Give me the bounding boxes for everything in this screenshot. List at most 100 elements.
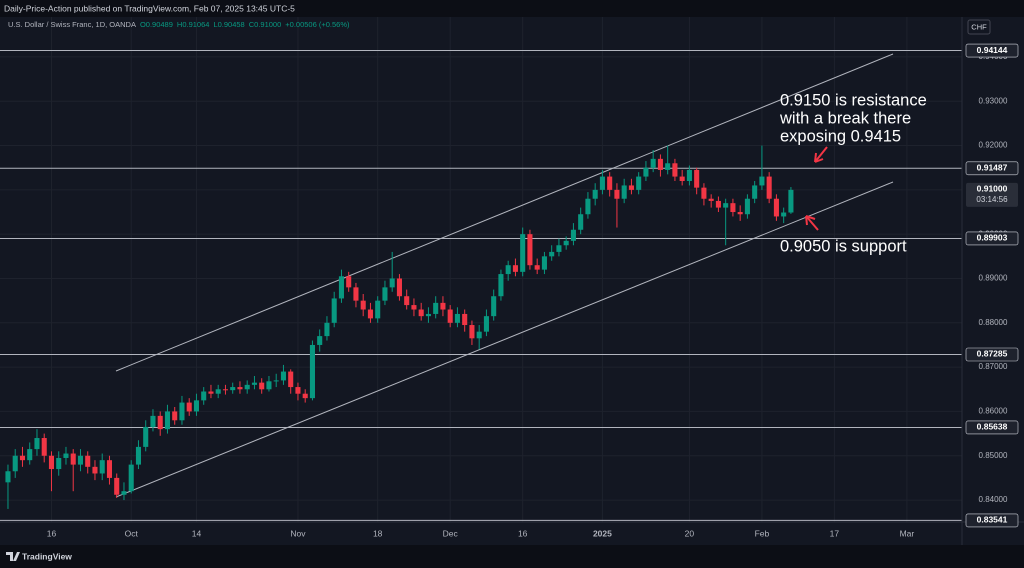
header-bar xyxy=(0,0,1024,17)
candle-body xyxy=(723,203,729,208)
candle-body xyxy=(549,251,555,257)
annotation: exposing 0.9415 xyxy=(780,127,901,145)
candle-body xyxy=(447,309,453,323)
candle-body xyxy=(570,229,576,241)
annotation: with a break there xyxy=(779,109,911,127)
ohlc: O0.90489 H0.91064 L0.90458 C0.91000 +0.00506… xyxy=(140,20,350,29)
candle-body xyxy=(404,296,410,306)
candle-body xyxy=(773,198,779,217)
candle-body xyxy=(63,453,69,458)
candle-body xyxy=(657,158,663,170)
candle-body xyxy=(179,402,185,421)
candle-body xyxy=(99,460,105,474)
candle-body xyxy=(686,169,692,182)
level-label-box xyxy=(965,231,1019,246)
candle-body xyxy=(121,491,127,495)
y-tick-label: 0.85000 xyxy=(979,451,1008,460)
x-tick-label: Dec xyxy=(443,528,459,538)
arrow-resistance xyxy=(814,146,828,163)
candle-body xyxy=(70,453,76,465)
y-tick-label: 0.87000 xyxy=(979,362,1008,371)
level-label-box xyxy=(965,161,1019,176)
channel-lower xyxy=(115,181,894,498)
candle-body xyxy=(237,387,243,390)
grid xyxy=(0,17,962,522)
candle-body xyxy=(556,245,562,252)
x-tick-label: 17 xyxy=(830,528,840,538)
footer-text: TradingView xyxy=(22,551,72,561)
candle-body xyxy=(338,276,344,299)
candle-body xyxy=(708,198,714,201)
candle-body xyxy=(280,371,286,381)
candle-body xyxy=(12,455,18,472)
candle-body xyxy=(679,176,685,182)
candle-body xyxy=(317,336,323,345)
currency-box[interactable] xyxy=(967,19,991,35)
candle-body xyxy=(396,278,402,297)
x-tick-label: 20 xyxy=(685,528,695,538)
candle-body xyxy=(367,309,373,319)
candle-body xyxy=(288,371,294,388)
axes: 0.84000 0.85000 0.86000 0.87000 0.88000 0.890… xyxy=(47,43,1019,538)
candle-body xyxy=(48,455,55,470)
candle-body xyxy=(621,185,627,199)
candle-body xyxy=(85,455,91,467)
y-tick-label: 0.86000 xyxy=(979,407,1008,416)
candle-body xyxy=(143,426,149,447)
ohlc-value: L0.90458 xyxy=(213,20,244,29)
x-tick-label: 18 xyxy=(373,528,383,538)
level-label: 0.87285 xyxy=(977,349,1008,359)
candle-body xyxy=(34,438,40,450)
candle-body xyxy=(520,234,526,272)
candle-body xyxy=(259,382,265,390)
candle-body xyxy=(193,400,199,412)
candle-body xyxy=(462,313,468,326)
candle-body xyxy=(114,477,120,495)
candle-body xyxy=(766,176,772,199)
x-tick-label: Mar xyxy=(900,528,915,538)
candle-body xyxy=(251,382,257,385)
candle-body xyxy=(433,302,439,314)
candle-body xyxy=(128,464,134,492)
arrow-support xyxy=(805,215,819,231)
candle-body xyxy=(215,389,221,394)
ohlc-value: H0.91064 xyxy=(177,20,210,29)
candle-body xyxy=(701,187,707,199)
candle-body xyxy=(730,203,736,213)
candle-body xyxy=(389,278,395,288)
level-label-box xyxy=(965,43,1019,58)
candle-body xyxy=(56,457,62,470)
candle-body xyxy=(527,234,533,266)
footer-bar xyxy=(0,545,1024,568)
candle-body xyxy=(324,322,330,337)
candle-body xyxy=(360,300,366,310)
candle-body xyxy=(164,411,170,430)
candle-body xyxy=(476,331,482,339)
x-tick-label: Oct xyxy=(125,528,139,538)
candle-body xyxy=(331,298,337,323)
last-price-label: 0.91000 xyxy=(977,184,1008,194)
symbol: U.S. Dollar / Swiss Franc, 1D, OANDA xyxy=(8,20,136,29)
candle-body xyxy=(752,185,758,199)
candle-body xyxy=(788,189,794,213)
y-tick-label: 0.88000 xyxy=(979,318,1008,327)
logo xyxy=(6,552,20,561)
x-tick-label: 14 xyxy=(192,528,202,538)
candle-body xyxy=(614,189,620,199)
candle-body xyxy=(512,265,518,272)
x-tick-label: 2025 xyxy=(593,528,612,538)
candle-body xyxy=(266,381,272,390)
y-tick-label: 0.92000 xyxy=(979,141,1008,150)
candle-body xyxy=(27,449,33,461)
candle-body xyxy=(201,391,207,401)
level-label-box xyxy=(965,513,1019,528)
candle-body xyxy=(244,384,250,390)
candle-body xyxy=(106,460,113,478)
candle-body xyxy=(208,391,214,394)
candle-body xyxy=(585,198,591,215)
candle-body xyxy=(150,415,156,427)
candle-body xyxy=(411,305,417,310)
